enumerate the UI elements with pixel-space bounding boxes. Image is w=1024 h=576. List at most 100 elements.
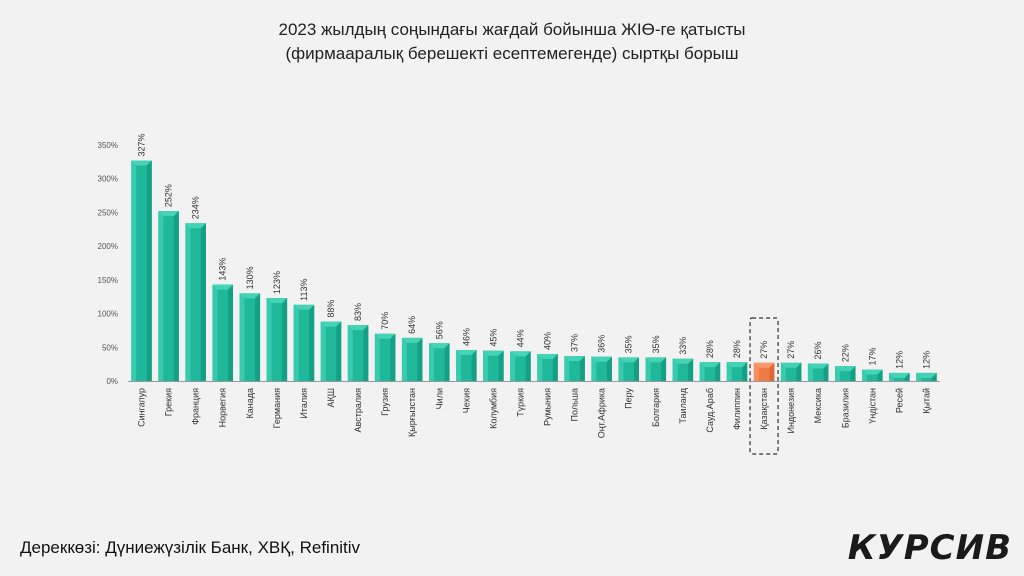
bar-bevel-left xyxy=(916,372,922,381)
bar xyxy=(320,321,342,381)
data-label: 36% xyxy=(597,335,607,353)
data-label: 234% xyxy=(191,196,201,219)
y-tick-label: 250% xyxy=(98,208,118,217)
data-label: 37% xyxy=(570,334,580,352)
bar-bevel-top xyxy=(591,356,612,362)
bar-bevel-top xyxy=(753,362,775,368)
bar-bevel-left xyxy=(374,333,380,381)
bar-bevel-left xyxy=(320,321,326,381)
kursiv-logo: КУРСИВ xyxy=(847,528,1012,568)
bar-bevel-right xyxy=(634,357,640,381)
bar-bevel-right xyxy=(282,298,288,381)
bar-bevel-left xyxy=(591,356,597,381)
bar-bevel-top xyxy=(889,372,910,378)
bar-bevel-right xyxy=(877,369,883,381)
x-tick-label: Норвегия xyxy=(218,388,228,428)
y-tick-label: 300% xyxy=(98,175,118,184)
bar-bevel-top xyxy=(428,343,450,349)
bar xyxy=(428,343,450,381)
x-tick-label: Франция xyxy=(191,388,201,425)
data-label: 27% xyxy=(759,341,769,359)
y-tick-label: 200% xyxy=(98,242,118,251)
data-label: 22% xyxy=(840,344,850,362)
bar-bevel-right xyxy=(173,211,179,381)
bar-bevel-right xyxy=(200,223,206,381)
bar-bevel-left xyxy=(753,362,759,381)
bar-bevel-left xyxy=(699,362,705,381)
data-label: 123% xyxy=(272,271,282,294)
x-tick-label: Чехия xyxy=(461,388,471,413)
bar xyxy=(239,293,261,381)
x-tick-label: Австралия xyxy=(353,388,363,433)
source-note: Дереккөзі: Дүниежүзілік Банк, ХВҚ, Refin… xyxy=(20,538,361,557)
bar-bevel-top xyxy=(185,223,206,229)
bar xyxy=(645,357,667,381)
bar xyxy=(374,333,396,381)
bar xyxy=(591,356,612,381)
bar-bevel-right xyxy=(309,304,315,381)
bar-bevel-left xyxy=(537,354,543,381)
bar-bevel-top xyxy=(780,362,802,368)
x-tick-label: Колумбия xyxy=(488,388,498,429)
data-label: 327% xyxy=(137,133,147,156)
data-label: 130% xyxy=(245,266,255,289)
bar-bevel-top xyxy=(645,357,667,363)
bar-bevel-left xyxy=(158,211,164,381)
x-tick-label: Румыния xyxy=(543,388,553,426)
data-label: 28% xyxy=(705,340,715,358)
bar xyxy=(266,298,288,381)
bar-bevel-right xyxy=(796,362,802,381)
data-label: 12% xyxy=(894,351,904,369)
bar-bevel-left xyxy=(780,362,786,381)
bar xyxy=(537,354,558,381)
bar-bevel-top xyxy=(564,356,585,362)
bar xyxy=(212,284,234,381)
bar-chart: 0% 50% 100% 150% 200% 250% 300% 350% 327% Сингапу… xyxy=(98,133,940,455)
data-label: 46% xyxy=(461,328,471,346)
y-tick-label: 350% xyxy=(98,141,118,150)
bar-bevel-left xyxy=(726,362,732,381)
bar xyxy=(564,356,585,381)
bar-bevel-right xyxy=(336,321,342,381)
bar xyxy=(401,337,423,381)
bar-bevel-top xyxy=(618,357,640,363)
x-tick-label: Канада xyxy=(245,388,255,418)
data-label: 143% xyxy=(218,258,228,281)
x-tick-label: Германия xyxy=(272,388,282,428)
bar-bevel-right xyxy=(498,350,504,381)
x-tick-label: Индонезия xyxy=(786,388,796,434)
bar-bevel-right xyxy=(661,357,667,381)
bar-bevel-right xyxy=(525,351,531,381)
data-label: 35% xyxy=(651,335,661,353)
bar-bevel-left xyxy=(293,304,299,381)
bar-bevel-right xyxy=(904,372,910,381)
bar-bevel-left xyxy=(564,356,570,381)
bar-bevel-top xyxy=(699,362,721,368)
bar-bevel-right xyxy=(769,362,775,381)
bar-bevel-left xyxy=(239,293,245,381)
bar-bevel-right xyxy=(931,372,937,381)
bar-bevel-left xyxy=(807,363,813,381)
x-tick-label: Қытай xyxy=(921,388,931,414)
data-label: 40% xyxy=(543,332,553,350)
bar-bevel-left xyxy=(672,358,678,381)
bar xyxy=(456,349,477,381)
data-label: 33% xyxy=(678,337,688,355)
bar-bevel-top xyxy=(374,333,396,339)
bar-bevel-top xyxy=(320,321,342,327)
bar xyxy=(185,223,206,381)
bar-bevel-right xyxy=(850,366,856,381)
bar-bevel-right xyxy=(823,363,829,381)
bar-bevel-top xyxy=(483,350,504,356)
bar-bevel-right xyxy=(579,356,585,381)
bar xyxy=(862,369,883,381)
bar-bevel-right xyxy=(146,160,152,381)
bar-bevel-left xyxy=(834,366,840,381)
data-label: 56% xyxy=(434,321,444,339)
bar-bevel-top xyxy=(293,304,315,310)
data-label: 83% xyxy=(353,303,363,321)
bar-bevel-top xyxy=(266,298,288,304)
bar-bevel-right xyxy=(228,284,234,381)
x-tick-label: Таиланд xyxy=(678,387,688,423)
bar-bevel-top xyxy=(456,349,477,355)
